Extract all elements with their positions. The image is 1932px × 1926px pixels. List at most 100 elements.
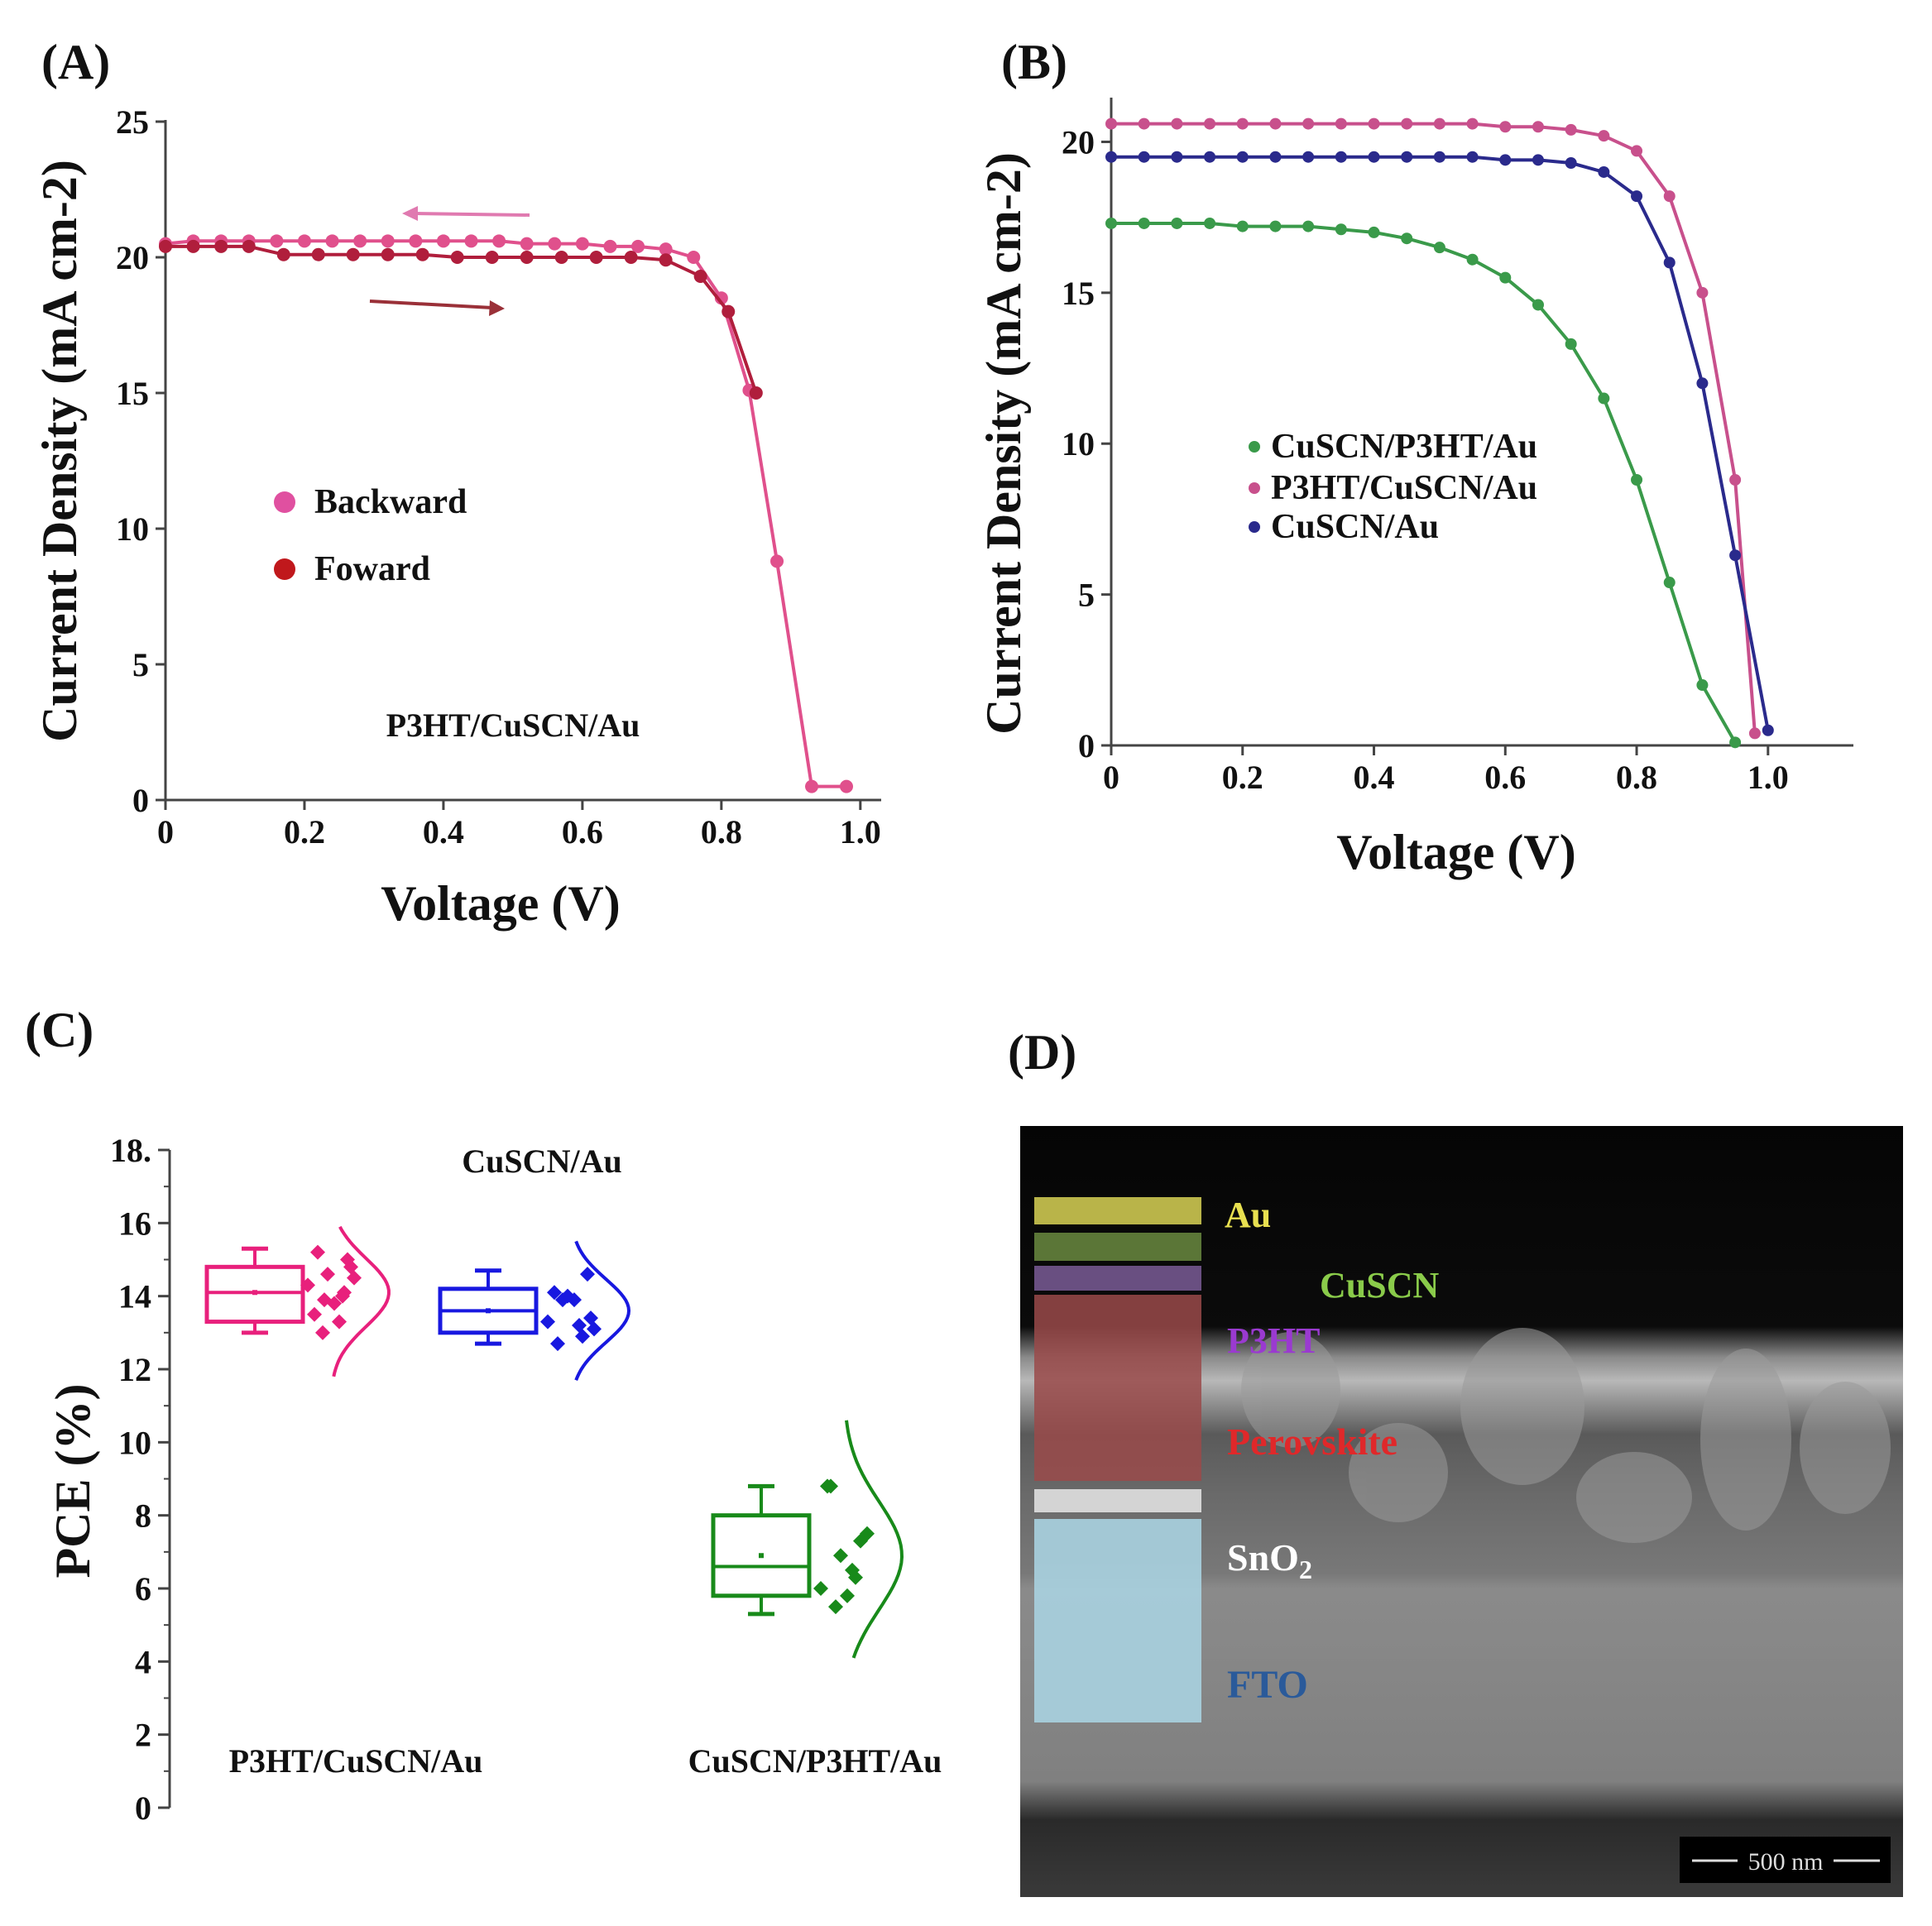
panel-b-point-cuscn-p3ht-au <box>1433 242 1445 254</box>
p3ht-layer-overlay <box>1034 1266 1201 1291</box>
panel-b-point-cuscn-p3ht-au <box>1729 736 1742 749</box>
forward-arrowhead <box>489 300 505 316</box>
panel-b-point-cuscn-p3ht-au <box>1532 299 1544 311</box>
panel-a-ytick-label: 20 <box>116 239 149 276</box>
panel-a-point-foward <box>722 304 736 319</box>
panel-a-point-foward <box>749 386 763 400</box>
panel-b-x-label: Voltage (V) <box>1336 825 1575 879</box>
panel-a-point-foward <box>624 251 638 264</box>
scale-bar-label: 500 nm <box>1748 1848 1824 1876</box>
panel-a-series-line-backward <box>165 239 846 788</box>
panel-a-point-backward <box>603 239 617 253</box>
panel-b-point-cuscn-p3ht-au <box>1335 223 1347 236</box>
panel-b-point-p3ht-cuscn-au <box>1368 117 1380 130</box>
panel-b-point-cuscn-p3ht-au <box>1565 338 1577 350</box>
panel-c-ytick-label: 16 <box>118 1205 151 1242</box>
cuscn-label: CuSCN <box>1320 1265 1439 1306</box>
panel-a-point-foward <box>589 251 603 264</box>
panel-c-ytick-label: 2 <box>135 1717 151 1754</box>
panel-b-point-cuscn-au <box>1138 151 1150 163</box>
panel-b-xtick-label: 0.6 <box>1484 759 1526 796</box>
panel-c-ticks: 0 2 4 6 8 10 12 14 16 18. <box>110 1132 170 1827</box>
panel-a-xtick-label: 0.2 <box>284 813 325 850</box>
panel-b-point-cuscn-p3ht-au <box>1663 577 1676 589</box>
panel-b-point-cuscn-p3ht-au <box>1368 226 1380 238</box>
legend-marker-p3ht-cuscn-au <box>1249 482 1260 494</box>
legend-label-cuscn-au: CuSCN/Au <box>1271 508 1439 546</box>
panel-a-point-backward <box>714 291 728 305</box>
panel-c-cuscn-au-point <box>583 1310 598 1326</box>
panel-c-ytick-label: 12 <box>118 1351 151 1388</box>
panel-b-xtick-label: 0.8 <box>1616 759 1657 796</box>
panel-a-point-backward <box>631 239 645 253</box>
panel-b-point-p3ht-cuscn-au <box>1105 117 1117 130</box>
panel-a-point-foward <box>450 251 464 264</box>
panel-c-ytick-label: 10 <box>118 1424 151 1461</box>
panel-b-point-cuscn-au <box>1598 165 1610 178</box>
panel-b-xtick-label: 1.0 <box>1747 759 1789 796</box>
panel-c-cuscn-p3ht-au-mean <box>759 1553 764 1559</box>
panel-c-p3ht-cuscn-au-point <box>310 1244 325 1260</box>
panel-c-p3ht-cuscn-au-point <box>307 1306 322 1322</box>
panel-a-point-foward <box>159 239 172 253</box>
panel-b-point-p3ht-cuscn-au <box>1466 117 1479 130</box>
panel-b-point-p3ht-cuscn-au <box>1696 286 1709 299</box>
panel-c-cuscn-au-point <box>560 1288 575 1304</box>
panel-b-point-cuscn-au <box>1532 154 1544 166</box>
panel-a-point-foward <box>242 239 256 253</box>
panel-a-series <box>159 234 854 793</box>
panel-c-cuscn-p3ht-au-point <box>853 1533 868 1549</box>
fto-label: FTO <box>1227 1663 1308 1707</box>
panel-b-ytick-label: 5 <box>1078 577 1095 614</box>
panel-b-point-cuscn-au <box>1729 549 1742 562</box>
panel-b-point-p3ht-cuscn-au <box>1204 117 1216 130</box>
panel-b-point-cuscn-au <box>1236 151 1249 163</box>
p3ht-label: P3HT <box>1227 1320 1320 1361</box>
panel-a-point-backward <box>805 779 819 793</box>
panel-c-p3ht-cuscn-au-point <box>315 1325 330 1340</box>
panel-c-ytick-label: 0 <box>135 1789 151 1827</box>
legend-marker-foward <box>274 558 295 580</box>
panel-b-point-p3ht-cuscn-au <box>1138 117 1150 130</box>
panel-a-point-foward <box>276 247 290 261</box>
sno2-label: SnO2 <box>1227 1536 1312 1584</box>
panel-a-point-backward <box>297 234 311 248</box>
legend-marker-cuscn-p3ht-au <box>1249 441 1260 453</box>
panel-b-point-p3ht-cuscn-au <box>1401 117 1413 130</box>
panel-c-cuscn-au-point <box>547 1285 562 1301</box>
panel-b-point-cuscn-au <box>1565 157 1577 170</box>
panel-a-ytick-label: 25 <box>116 103 149 141</box>
panel-d: (D) Au CuSCN P3HT Perovskite SnO2 FTO 50… <box>1008 1025 1903 1897</box>
group-label-cuscn-au: CuSCN/Au <box>462 1143 621 1180</box>
panel-a-xtick-label: 1.0 <box>840 813 881 850</box>
panel-b-point-cuscn-p3ht-au <box>1204 217 1216 229</box>
legend-marker-cuscn-au <box>1249 521 1260 533</box>
panel-b-point-cuscn-p3ht-au <box>1302 220 1315 232</box>
panel-c-groups <box>204 1225 904 1659</box>
panel-a-point-foward <box>415 247 429 261</box>
panel-a-xtick-label: 0 <box>157 813 174 850</box>
panel-c-p3ht-cuscn-au-distribution-curve <box>332 1225 391 1377</box>
panel-a-point-backward <box>840 779 854 793</box>
panel-c-cuscn-p3ht-au-point <box>840 1588 855 1603</box>
panel-b-series <box>1105 117 1774 749</box>
panel-c-cuscn-au-point <box>550 1336 565 1352</box>
panel-d-label: (D) <box>1008 1025 1076 1080</box>
panel-c-ytick-label: 14 <box>118 1278 151 1315</box>
group-label-p3ht-cuscn-au: P3HT/CuSCN/Au <box>229 1742 483 1780</box>
panel-b-point-cuscn-au <box>1663 256 1676 269</box>
perovskite-label: Perovskite <box>1227 1421 1397 1463</box>
panel-a-label: (A) <box>41 35 110 89</box>
panel-c: (C) 0 2 4 6 8 10 12 14 16 18. PCE (%) CuSCN/Au P3… <box>25 1003 942 1827</box>
legend-label-foward: Foward <box>314 550 430 588</box>
panel-a-point-foward <box>554 251 568 264</box>
panel-a-y-label: Current Density (mA cm-2) <box>32 160 87 742</box>
panel-b-point-p3ht-cuscn-au <box>1302 117 1315 130</box>
panel-c-p3ht-cuscn-au-point <box>300 1277 315 1293</box>
panel-a-ytick-label: 0 <box>132 782 149 819</box>
panel-a-ytick-label: 10 <box>116 510 149 548</box>
panel-c-p3ht-cuscn-au-point <box>347 1270 362 1286</box>
panel-b-point-cuscn-p3ht-au <box>1236 220 1249 232</box>
panel-a-point-foward <box>311 247 325 261</box>
